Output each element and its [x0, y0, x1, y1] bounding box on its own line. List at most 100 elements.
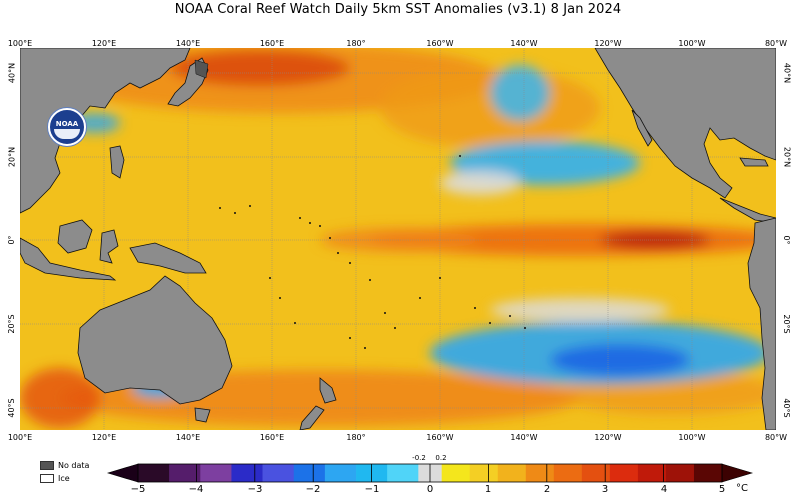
colorbar-tick-label: 4: [660, 484, 668, 495]
lat-tick-right: 40°S: [782, 398, 792, 418]
colorbar-segment-positive: [637, 464, 667, 482]
colorbar-segment-negative: [138, 464, 170, 482]
lat-tick-right: 0°: [782, 235, 792, 245]
warm-anomaly-northeast: [380, 68, 600, 148]
colorbar-tick-label: −1: [364, 484, 380, 495]
sst-anomaly-field: [20, 48, 776, 430]
neutral-patch-north: [440, 171, 520, 195]
colorbar-segment-positive: [581, 464, 611, 482]
sst-anomaly-map[interactable]: NOAA: [20, 48, 776, 430]
colorbar-arrow-max: [721, 463, 754, 483]
colorbar-unit: °C: [736, 483, 748, 494]
land-central-america: [719, 197, 776, 224]
colorbar-segment-positive: [553, 464, 583, 482]
lon-tick-top: 160°W: [426, 39, 454, 48]
land-cuba: [739, 157, 769, 167]
hot-anomaly-kuroshio: [170, 50, 350, 86]
neutral-patch-south: [490, 298, 670, 322]
lat-tick-right: 40°N: [782, 62, 792, 84]
land-borneo: [57, 219, 93, 254]
lon-tick-top: 120°E: [91, 39, 117, 48]
colorbar-segment-negative: [231, 464, 263, 482]
colorbar-segment-negative: [356, 464, 388, 482]
colorbar-tick-label: −3: [247, 484, 263, 495]
lon-tick-top: 100°W: [678, 39, 706, 48]
colorbar-segment-negative: [200, 464, 232, 482]
colorbar-segment-positive: [693, 464, 723, 482]
colorbar-tick-label: 3: [601, 484, 609, 495]
lon-tick-bottom: 100°E: [7, 433, 33, 442]
lat-tick-left: 40°S: [7, 398, 17, 418]
lon-tick-top: 180°: [346, 39, 366, 48]
no-data-label: No data: [58, 461, 90, 470]
ice-swatch: [40, 474, 54, 483]
land-masses: [20, 48, 776, 430]
lat-tick-right: 20°N: [782, 146, 792, 168]
pacific-islands: [219, 155, 526, 349]
colorbar-neutral-label: -0.2: [412, 454, 426, 462]
lat-tick-left: 20°N: [7, 146, 17, 168]
colorbar-segment-negative: [293, 464, 326, 482]
land-baja: [631, 109, 653, 147]
land-new-zealand-south: [299, 405, 325, 430]
map-title: NOAA Coral Reef Watch Daily 5km SST Anom…: [174, 2, 622, 17]
ice-label: Ice: [58, 474, 70, 483]
lat-tick-left: 0°: [7, 235, 17, 245]
colorbar-segment-negative: [387, 464, 419, 482]
colorbar-tick-label: −5: [130, 484, 146, 495]
lon-tick-top: 80°W: [764, 39, 788, 48]
colorbar-segment-negative: [169, 464, 201, 482]
colorbar-tick-label: −2: [305, 484, 321, 495]
anomaly-patches: [20, 48, 776, 428]
colorbar-arrow-min: [106, 463, 139, 483]
lat-tick-right: 20°S: [782, 314, 792, 334]
colorbar-tick-label: 0: [426, 484, 434, 495]
lon-tick-bottom: 180°: [346, 433, 366, 442]
colorbar-tick-label: 2: [543, 484, 551, 495]
land-australia: [77, 275, 233, 405]
colorbar-neutral-label: 0.2: [435, 454, 447, 462]
colorbar-segment-positive: [441, 464, 471, 482]
lon-tick-bottom: 160°E: [259, 433, 285, 442]
lon-tick-bottom: 140°E: [175, 433, 201, 442]
colorbar-segment-positive: [469, 464, 499, 482]
colorbar-tick-label: 1: [484, 484, 492, 495]
land-new-guinea: [129, 242, 207, 274]
no-data-patch: [194, 59, 209, 79]
logo-text: NOAA: [55, 120, 79, 128]
colorbar-tick-label: −4: [188, 484, 204, 495]
colorbar-segment-neutral: [418, 464, 442, 482]
land-sulawesi: [99, 229, 119, 264]
land-south-america: [747, 217, 776, 430]
lat-tick-left: 40°N: [7, 62, 17, 84]
lon-tick-top: 100°E: [7, 39, 33, 48]
no-data-swatch: [40, 461, 54, 470]
lon-tick-top: 140°W: [510, 39, 538, 48]
noaa-logo: NOAA: [48, 108, 86, 146]
lon-tick-bottom: 160°W: [426, 433, 454, 442]
cool-anomaly-north: [490, 65, 550, 121]
land-philippines: [109, 145, 125, 179]
colorbar-segment-negative: [324, 464, 357, 482]
colorbar-outline: [137, 463, 723, 483]
colorbar-segment-positive: [525, 464, 555, 482]
colorbar-segment-negative: [262, 464, 295, 482]
warm-anomaly-indian: [20, 368, 100, 428]
lat-tick-left: 20°S: [7, 314, 17, 334]
land-sumatra-java: [20, 237, 117, 281]
lon-tick-top: 120°W: [594, 39, 622, 48]
colorbar-tick-label: 5: [718, 484, 726, 495]
colorbar-segment-positive: [609, 464, 639, 482]
cold-anomaly-south-pacific: [550, 344, 690, 376]
land-new-zealand: [319, 377, 337, 404]
lon-tick-top: 160°E: [259, 39, 285, 48]
lon-tick-bottom: 100°W: [678, 433, 706, 442]
colorbar-segment-positive: [497, 464, 527, 482]
lon-tick-bottom: 120°W: [594, 433, 622, 442]
hot-anomaly-nino: [600, 231, 710, 249]
land-asia: [20, 48, 191, 214]
lon-tick-top: 140°E: [175, 39, 201, 48]
logo-wave: [54, 129, 80, 139]
land-tasmania: [194, 407, 211, 423]
lon-tick-bottom: 120°E: [91, 433, 117, 442]
